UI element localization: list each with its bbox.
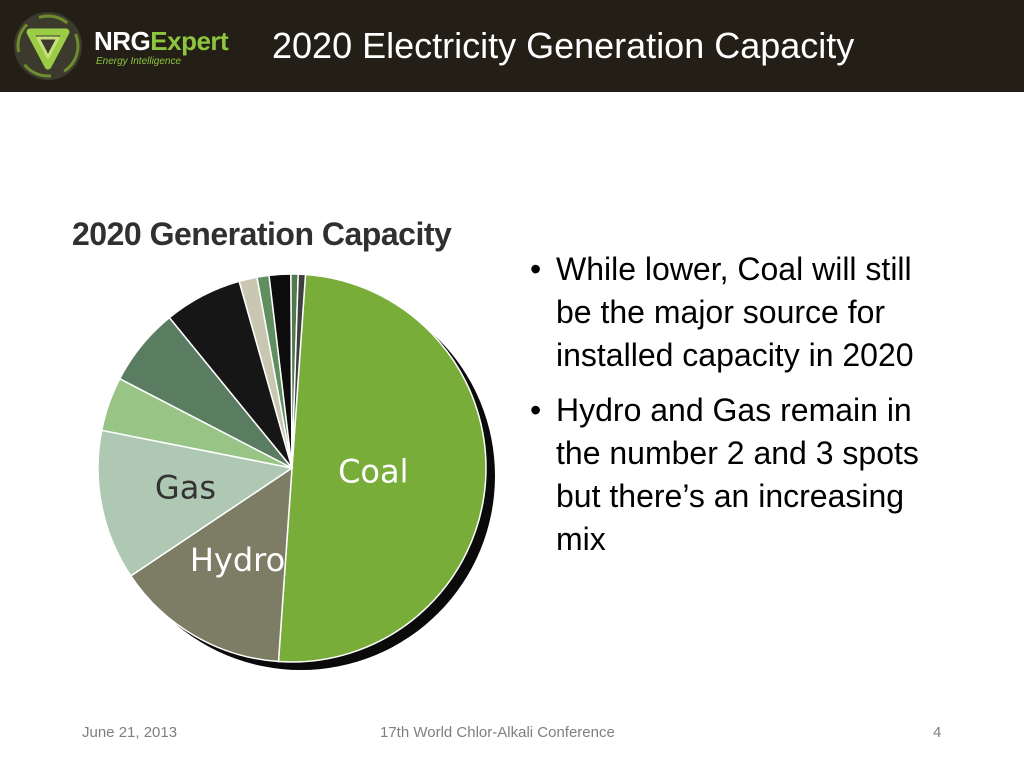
brand-name-part1: NRG bbox=[94, 26, 151, 56]
pie-slice-coal bbox=[277, 273, 487, 663]
nrg-logo-icon bbox=[14, 12, 82, 80]
pie-label-gas: Gas bbox=[155, 468, 216, 506]
bullet-list: • While lower, Coal will still be the ma… bbox=[530, 248, 950, 573]
brand-name-part2: Expert bbox=[150, 26, 229, 56]
pie-slice-other-11 bbox=[291, 273, 307, 469]
brand-name: NRGExpert bbox=[94, 26, 229, 56]
bullet-symbol-2: • bbox=[530, 392, 542, 428]
bullet-text-2: Hydro and Gas remain in the number 2 and… bbox=[556, 392, 919, 557]
slide-title: 2020 Electricity Generation Capacity bbox=[272, 25, 855, 66]
bullet-symbol-1: • bbox=[530, 251, 542, 287]
chart-title: 2020 Generation Capacity bbox=[72, 216, 452, 252]
bullet-text-1: While lower, Coal will still be the majo… bbox=[556, 251, 914, 373]
footer-page-number: 4 bbox=[933, 724, 942, 741]
brand-tagline: Energy Intelligence bbox=[96, 56, 182, 67]
pie-chart-svg: Coal Hydro Gas bbox=[97, 273, 495, 670]
pie-slice-gas bbox=[97, 429, 294, 577]
pie-slice-hydro bbox=[129, 466, 293, 663]
footer-conference: 17th World Chlor-Alkali Conference bbox=[380, 724, 615, 741]
footer-date: June 21, 2013 bbox=[82, 724, 178, 741]
bullet-item-1: • While lower, Coal will still be the ma… bbox=[530, 248, 950, 377]
slide-header: NRGExpert Energy Intelligence 2020 Elect… bbox=[0, 0, 1024, 92]
pie-label-coal: Coal bbox=[338, 453, 408, 491]
bullet-item-2: • Hydro and Gas remain in the number 2 a… bbox=[530, 389, 950, 561]
pie-chart: Coal Hydro Gas 2020 Generation Capacity bbox=[60, 210, 520, 690]
pie-label-hydro: Hydro bbox=[190, 541, 285, 579]
